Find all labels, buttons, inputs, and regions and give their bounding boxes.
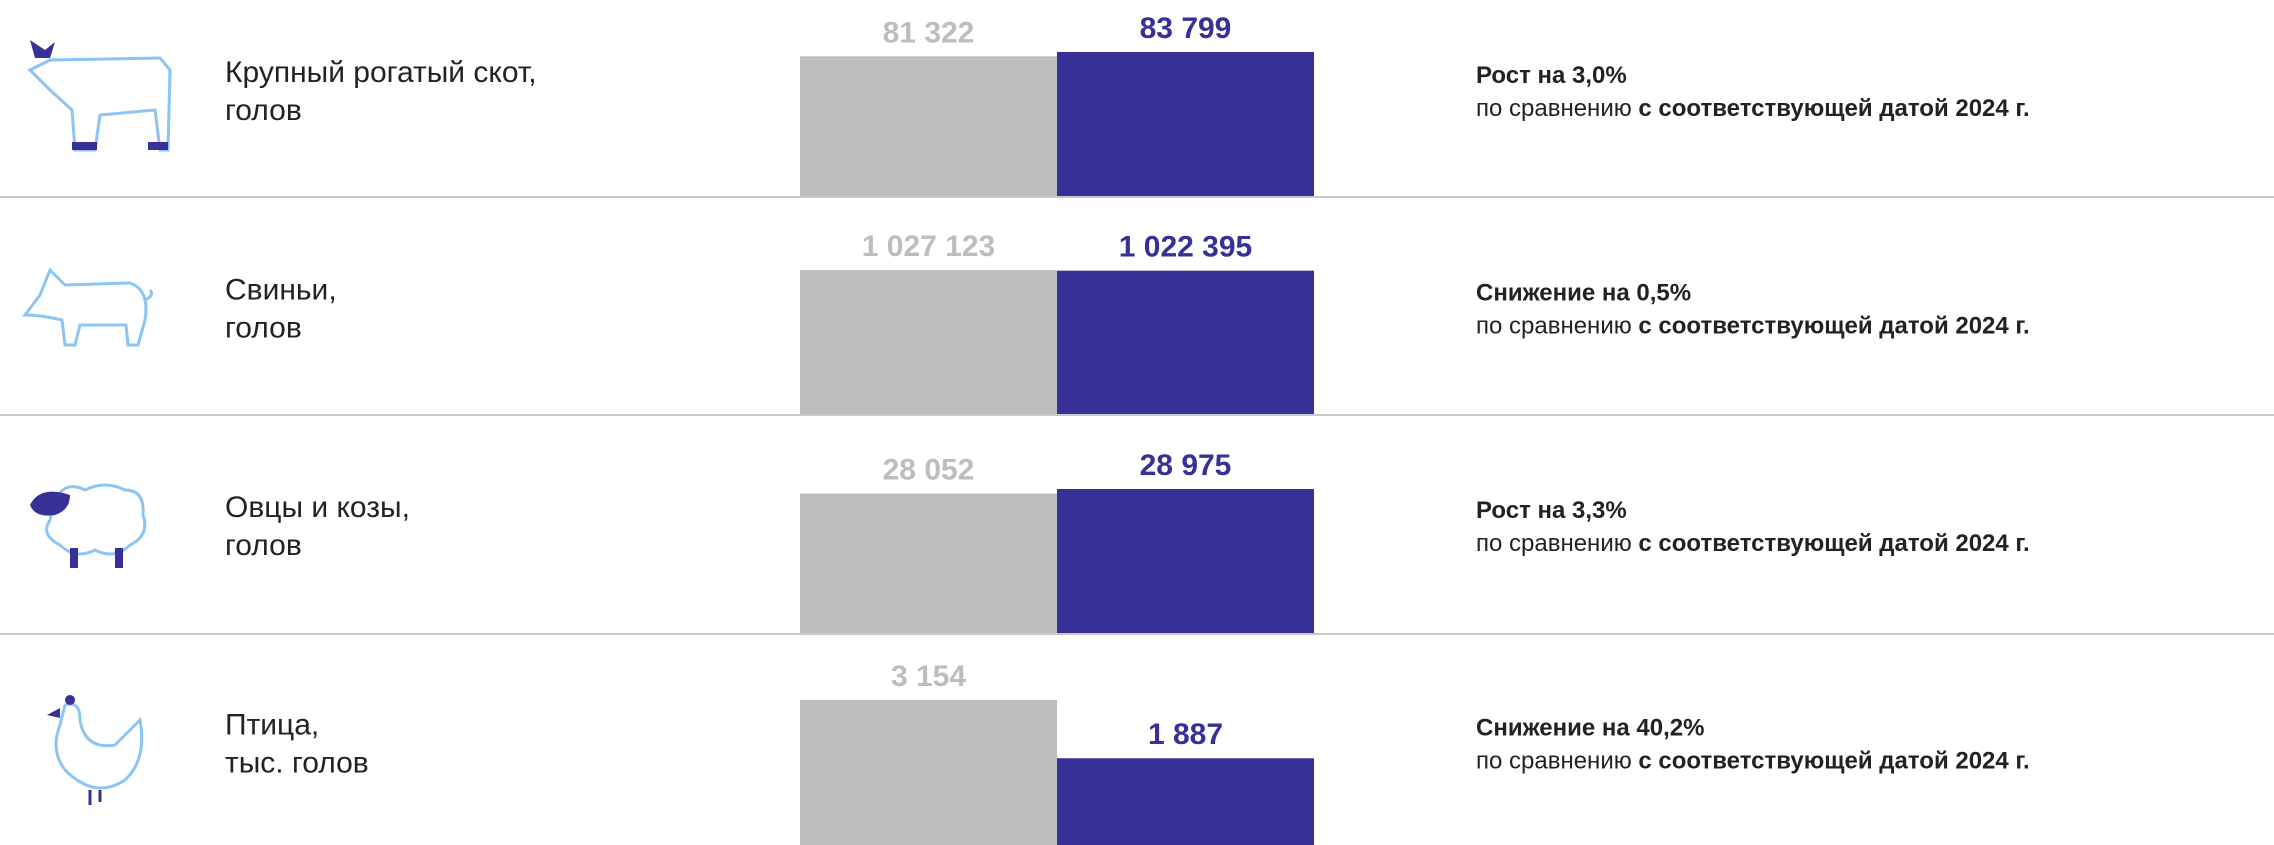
change-text: Рост на 3,0% xyxy=(1476,62,1627,89)
row-label: голов xyxy=(225,94,302,127)
row-label: Свиньи, xyxy=(225,274,337,307)
comparison-bold: с соответствующей датой 2024 г. xyxy=(1638,530,2029,557)
bar xyxy=(1057,758,1314,845)
comparison-text: по сравнению с соответствующей датой 202… xyxy=(1476,530,2030,557)
comparison: по сравнению xyxy=(1476,530,1632,557)
value-label: 83 799 xyxy=(1140,12,1232,45)
bar xyxy=(800,493,1057,634)
value-label: 3 154 xyxy=(891,660,966,693)
value-label: 28 052 xyxy=(883,454,975,487)
row-label: голов xyxy=(225,312,302,345)
comparison: по сравнению xyxy=(1476,313,1632,340)
row-label: Овцы и козы, xyxy=(225,491,410,524)
change-text: Рост на 3,3% xyxy=(1476,497,1627,524)
value-label: 1 027 123 xyxy=(862,230,995,263)
pig-icon xyxy=(22,267,154,347)
row-label: тыс. голов xyxy=(225,747,369,780)
cow-icon xyxy=(27,40,172,152)
comparison-bold: с соответствующей датой 2024 г. xyxy=(1638,748,2029,775)
comparison: по сравнению xyxy=(1476,748,1632,775)
bar xyxy=(800,270,1057,415)
bar xyxy=(800,700,1057,845)
sheep-icon xyxy=(30,483,147,568)
comparison-bold: с соответствующей датой 2024 г. xyxy=(1638,95,2029,122)
value-label: 1 887 xyxy=(1148,718,1223,751)
comparison-text: по сравнению с соответствующей датой 202… xyxy=(1476,313,2030,340)
bar xyxy=(1057,52,1314,197)
row-label: голов xyxy=(225,529,302,562)
row-label: Птица, xyxy=(225,709,319,742)
chicken-icon xyxy=(47,695,144,805)
comparison-bold: с соответствующей датой 2024 г. xyxy=(1638,313,2029,340)
comparison: по сравнению xyxy=(1476,95,1632,122)
change-text: Снижение на 40,2% xyxy=(1476,715,1704,742)
change-text: Снижение на 0,5% xyxy=(1476,280,1691,307)
comparison-text: по сравнению с соответствующей датой 202… xyxy=(1476,95,2030,122)
comparison-text: по сравнению с соответствующей датой 202… xyxy=(1476,748,2030,775)
value-label: 1 022 395 xyxy=(1119,231,1252,264)
value-label: 81 322 xyxy=(883,16,975,49)
bar xyxy=(800,56,1057,198)
bar xyxy=(1057,489,1314,634)
row-label: Крупный рогатый скот, xyxy=(225,56,537,89)
bar xyxy=(1057,270,1314,415)
value-label: 28 975 xyxy=(1140,449,1232,482)
